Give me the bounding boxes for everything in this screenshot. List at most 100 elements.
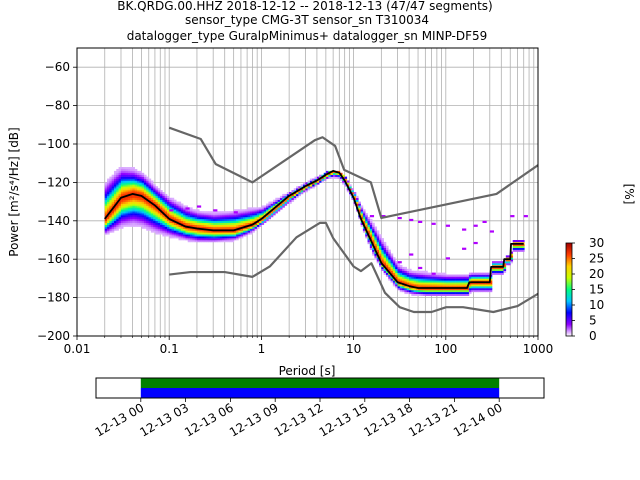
density-cell (125, 184, 129, 187)
density-cell (187, 218, 191, 222)
density-cell (127, 174, 131, 177)
density-cell (236, 234, 239, 237)
density-cell (173, 201, 177, 204)
density-cell (381, 243, 384, 247)
density-cell (286, 201, 290, 204)
density-cell (137, 197, 140, 200)
density-cell (155, 209, 159, 212)
density-cell (462, 293, 465, 296)
density-cell (429, 291, 433, 295)
density-cell (127, 199, 131, 202)
density-cell (478, 286, 481, 289)
density-cell (169, 232, 172, 235)
density-cell (275, 209, 278, 212)
density-cell (180, 234, 184, 237)
density-cell (155, 199, 159, 202)
density-cell (240, 220, 244, 224)
density-cell (146, 226, 149, 229)
density-cell (362, 228, 366, 231)
density-cell (409, 289, 412, 293)
density-cell (127, 192, 131, 195)
density-cell (141, 192, 145, 195)
density-cell (245, 211, 248, 214)
density-cell (388, 263, 391, 266)
density-cell (404, 282, 408, 285)
density-cell (125, 222, 129, 225)
density-cell (425, 280, 428, 283)
density-cell (259, 207, 262, 210)
density-cell (374, 245, 378, 248)
density-cell (466, 280, 470, 283)
density-cell (282, 193, 285, 197)
density-cell (162, 220, 165, 224)
density-cell (134, 203, 138, 206)
density-cell (383, 270, 387, 273)
density-cell (399, 274, 403, 277)
density-cell (420, 278, 424, 281)
density-cell (259, 211, 262, 214)
density-cell (130, 178, 133, 181)
density-cell (113, 207, 117, 210)
density-cell (240, 209, 244, 212)
density-cell (113, 170, 117, 174)
density-cell (109, 224, 112, 227)
density-cell (519, 249, 523, 252)
density-cell (141, 215, 145, 218)
density-cell (436, 293, 440, 296)
density-cell (123, 197, 126, 200)
density-cell (194, 213, 198, 216)
density-cell (226, 238, 230, 241)
density-cell (254, 209, 258, 212)
density-cell (125, 190, 129, 193)
timeline-tick-label: 12-14 00 (451, 400, 505, 439)
density-cell (519, 245, 523, 248)
density-cell (487, 289, 490, 293)
density-cell (245, 228, 248, 231)
density-cell (153, 226, 156, 229)
density-cell (365, 218, 368, 222)
density-cell (176, 201, 179, 204)
density-cell (118, 211, 122, 214)
density-cell (521, 243, 525, 247)
density-cell (148, 188, 152, 191)
density-cell (130, 176, 133, 179)
density-cell (385, 266, 389, 270)
density-cell (243, 220, 246, 224)
density-cell (217, 232, 221, 235)
density-cell (123, 203, 126, 206)
density-cell (409, 276, 412, 279)
density-cell (171, 226, 175, 229)
density-cell (429, 276, 433, 279)
density-cell (153, 199, 156, 202)
density-cell (226, 220, 230, 224)
y-tick-label: −60 (45, 60, 70, 74)
density-cell (302, 188, 306, 191)
density-cell (120, 170, 124, 174)
density-cell (491, 272, 495, 275)
density-cell (132, 192, 136, 195)
density-cell (441, 289, 444, 293)
density-cell (385, 247, 389, 250)
density-cell (498, 263, 502, 266)
density-cell (379, 263, 382, 266)
density-outlier (445, 224, 450, 227)
density-cell (404, 278, 408, 281)
density-cell (116, 220, 119, 224)
density-cell (256, 207, 260, 210)
density-cell (395, 284, 398, 287)
density-cell (208, 211, 212, 214)
density-cell (134, 190, 138, 193)
density-cell (238, 228, 242, 231)
density-cell (406, 280, 410, 283)
density-cell (203, 222, 207, 225)
density-cell (143, 193, 147, 197)
density-cell (187, 216, 191, 220)
density-cell (162, 216, 165, 220)
density-cell (104, 199, 108, 202)
density-cell (452, 284, 456, 287)
density-cell (452, 293, 456, 296)
density-cell (515, 245, 518, 248)
density-cell (243, 218, 246, 222)
density-cell (360, 215, 364, 218)
density-cell (153, 222, 156, 225)
